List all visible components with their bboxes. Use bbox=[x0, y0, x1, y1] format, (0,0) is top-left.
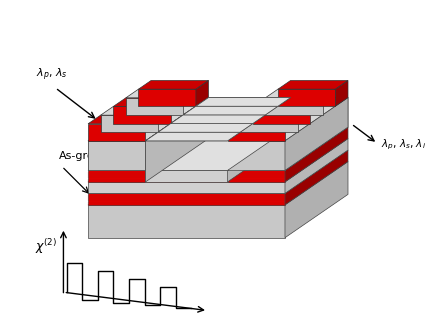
Polygon shape bbox=[88, 141, 284, 170]
Polygon shape bbox=[252, 98, 322, 107]
Polygon shape bbox=[88, 98, 347, 141]
Polygon shape bbox=[227, 115, 297, 124]
Polygon shape bbox=[126, 98, 183, 115]
Polygon shape bbox=[170, 115, 265, 123]
Polygon shape bbox=[227, 98, 347, 141]
Polygon shape bbox=[284, 139, 347, 193]
Polygon shape bbox=[227, 141, 284, 170]
Polygon shape bbox=[138, 80, 208, 89]
Polygon shape bbox=[145, 141, 227, 170]
Polygon shape bbox=[277, 89, 335, 106]
Polygon shape bbox=[252, 107, 310, 123]
Text: As-grown: As-grown bbox=[58, 151, 110, 162]
Polygon shape bbox=[88, 193, 284, 205]
Polygon shape bbox=[158, 123, 252, 132]
Polygon shape bbox=[88, 150, 347, 193]
Polygon shape bbox=[88, 170, 284, 182]
Polygon shape bbox=[138, 89, 195, 106]
Polygon shape bbox=[145, 127, 290, 170]
Polygon shape bbox=[88, 139, 347, 182]
Polygon shape bbox=[284, 127, 347, 182]
Polygon shape bbox=[284, 162, 347, 238]
Polygon shape bbox=[265, 89, 335, 98]
Polygon shape bbox=[277, 80, 347, 89]
Polygon shape bbox=[145, 170, 227, 182]
Polygon shape bbox=[145, 98, 290, 141]
Polygon shape bbox=[126, 89, 195, 98]
Polygon shape bbox=[100, 107, 170, 115]
Polygon shape bbox=[88, 162, 347, 205]
Text: $\lambda_p$, $\lambda_s$, $\lambda_i$: $\lambda_p$, $\lambda_s$, $\lambda_i$ bbox=[380, 138, 425, 152]
Polygon shape bbox=[284, 150, 347, 205]
Polygon shape bbox=[284, 98, 347, 170]
Polygon shape bbox=[88, 127, 347, 170]
Polygon shape bbox=[88, 182, 284, 193]
Polygon shape bbox=[113, 98, 183, 107]
Polygon shape bbox=[145, 127, 290, 170]
Polygon shape bbox=[88, 205, 284, 238]
Polygon shape bbox=[284, 98, 347, 170]
Polygon shape bbox=[88, 124, 145, 141]
Polygon shape bbox=[335, 80, 347, 106]
Polygon shape bbox=[88, 115, 158, 124]
Polygon shape bbox=[88, 141, 145, 170]
Polygon shape bbox=[113, 107, 170, 123]
Polygon shape bbox=[240, 107, 310, 115]
Polygon shape bbox=[227, 127, 290, 182]
Polygon shape bbox=[227, 98, 290, 170]
Polygon shape bbox=[195, 80, 208, 106]
Polygon shape bbox=[145, 132, 240, 141]
Polygon shape bbox=[145, 98, 290, 141]
Polygon shape bbox=[195, 98, 290, 106]
Polygon shape bbox=[100, 115, 158, 132]
Polygon shape bbox=[145, 98, 208, 182]
Polygon shape bbox=[183, 106, 277, 115]
Polygon shape bbox=[227, 124, 284, 141]
Polygon shape bbox=[265, 98, 322, 115]
Text: $\lambda_p$, $\lambda_s$: $\lambda_p$, $\lambda_s$ bbox=[36, 67, 68, 83]
Polygon shape bbox=[88, 98, 208, 141]
Text: $\chi^{(2)}$: $\chi^{(2)}$ bbox=[35, 237, 57, 256]
Text: Intermixed: Intermixed bbox=[202, 128, 262, 138]
Polygon shape bbox=[240, 115, 297, 132]
Polygon shape bbox=[145, 98, 208, 170]
